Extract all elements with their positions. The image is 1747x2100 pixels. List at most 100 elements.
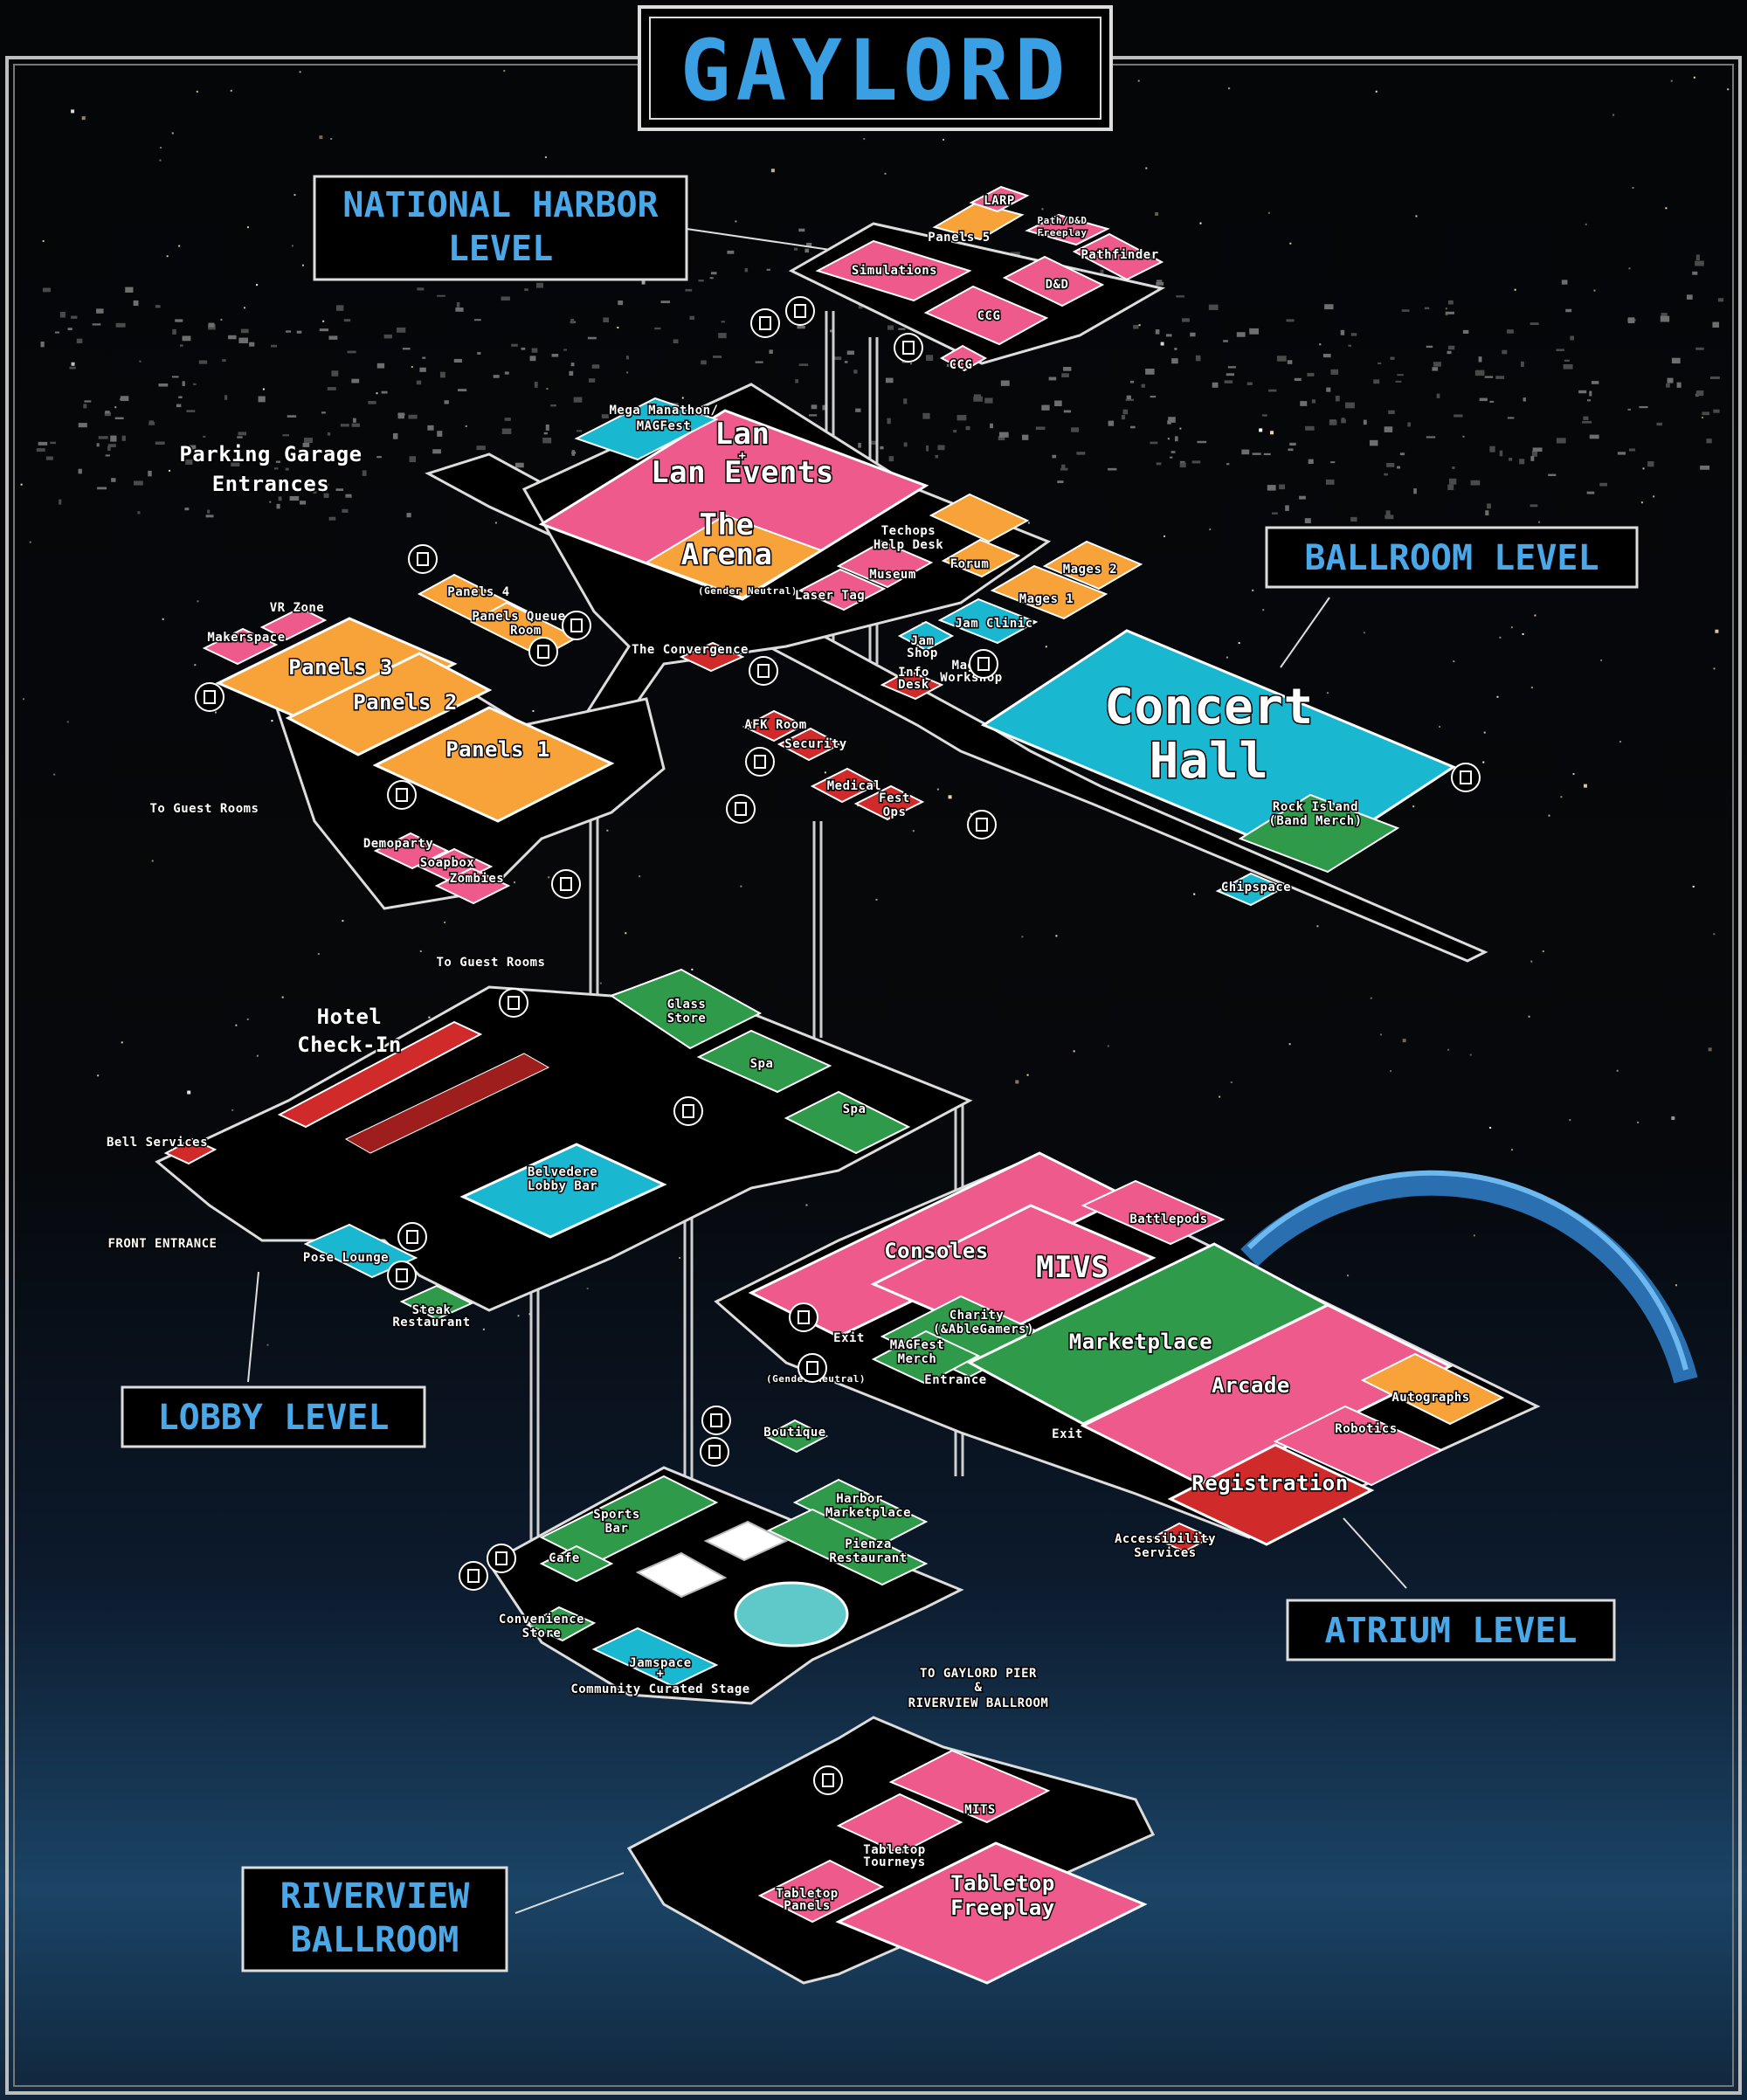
asteroid [1121,415,1126,420]
room-jam-clinic[interactable] [937,598,1039,645]
room-medical[interactable] [810,767,880,804]
star [626,371,629,374]
room-jamspace[interactable] [591,1627,719,1688]
room-hotel-checkin[interactable] [277,1020,483,1129]
room-glass-store[interactable] [609,968,763,1050]
asteroid [1150,441,1158,445]
asteroid [422,356,426,359]
room-battlepods[interactable] [1081,1179,1226,1246]
room-dnd[interactable] [1002,255,1105,307]
room-convenience[interactable] [525,1606,597,1642]
star [517,1315,520,1317]
room-tabletop-tourneys[interactable] [836,1793,963,1855]
room-lan[interactable] [538,409,929,601]
star [617,327,619,329]
asteroid [238,337,248,343]
room-tabletop-panels[interactable] [757,1859,885,1924]
room-panels5-nh[interactable] [932,201,1025,241]
room-path-dnd-freeplay[interactable] [1025,213,1110,246]
room-tabletop-freeplay[interactable] [835,1841,1148,1985]
room-panels-1[interactable] [372,706,615,823]
room-jam-shop[interactable] [897,620,955,652]
room-boutique[interactable] [763,1419,829,1454]
room-panels-3[interactable] [215,617,458,730]
room-pienza[interactable] [766,1508,929,1586]
asteroid [1436,393,1440,398]
asteroid [984,397,993,404]
asteroid [922,412,930,419]
room-fest-ops[interactable] [853,784,925,821]
asteroid [54,331,60,334]
room-bell-services[interactable] [163,1137,218,1165]
room-accessibility[interactable] [1150,1522,1213,1553]
room-spa-2[interactable] [784,1090,911,1155]
asteroid [457,389,467,392]
star [1713,933,1716,936]
room-cafe[interactable] [539,1544,614,1583]
room-spa-1[interactable] [696,1029,832,1094]
room-larp[interactable] [969,185,1030,213]
asteroid [1350,333,1357,336]
room-chipspace[interactable] [1215,872,1287,907]
label-charity-1: Charity [949,1309,1005,1323]
asteroid [1565,308,1572,313]
room-ccg-1[interactable] [923,285,1049,346]
room-ccg-2[interactable] [939,344,988,372]
star [1510,1149,1513,1151]
room-concert-hall[interactable] [980,629,1457,863]
room-makerspace[interactable] [202,627,279,666]
room-autographs[interactable] [1360,1352,1505,1426]
star [1671,1116,1675,1121]
room-mages-2[interactable] [1042,540,1143,591]
asteroid [1385,510,1391,516]
room-laser-tag[interactable] [798,568,887,611]
asteroid [182,381,185,386]
room-vr-zone[interactable] [259,606,328,641]
room-steak[interactable] [399,1284,474,1321]
room-techops-help-desk[interactable] [929,493,1030,543]
room-arcade[interactable] [1080,1303,1454,1489]
star [317,953,320,956]
label-makerspace: Makerspace [207,631,285,645]
asteroid [1702,411,1709,416]
star [319,135,323,140]
star [231,1109,234,1111]
room-pathfinder[interactable] [1072,232,1164,281]
room-mits[interactable] [888,1749,1051,1824]
room-pose-lounge[interactable] [303,1223,418,1279]
room-belvedere[interactable] [459,1143,667,1239]
star [1375,90,1378,93]
asteroid [1022,434,1029,440]
star [1713,667,1716,670]
asteroid [92,323,101,326]
room-demoparty[interactable] [373,832,450,870]
room-mega-manathon[interactable] [574,397,719,461]
room-museum[interactable] [836,540,934,589]
label-pier-1: TO GAYLORD PIER [920,1667,1037,1681]
room-rock-island[interactable] [1238,793,1400,874]
asteroid [417,287,425,291]
asteroid [473,319,481,321]
room-security[interactable] [777,727,843,762]
star [1693,76,1695,79]
room-afk[interactable] [742,709,806,743]
room-registration[interactable] [1167,1443,1375,1546]
star [1469,1053,1472,1056]
room-checkin-desk[interactable] [344,1053,550,1154]
room-arena[interactable] [644,514,824,599]
star [322,320,325,322]
star [1289,242,1292,245]
room-zombies[interactable] [434,867,511,905]
asteroid [381,390,388,394]
room-mages-1[interactable] [990,564,1108,620]
room-convergence[interactable] [679,641,745,673]
asteroid [1223,340,1228,342]
room-info-desk[interactable] [880,669,944,701]
room-robotics[interactable] [1273,1405,1444,1487]
room-magfest-merch[interactable] [871,1330,981,1385]
room-simulations[interactable] [815,239,972,302]
room-panels-2[interactable] [285,652,493,756]
star [114,406,117,409]
label-museum: Museum [869,568,916,582]
room-forum[interactable] [941,538,1021,578]
